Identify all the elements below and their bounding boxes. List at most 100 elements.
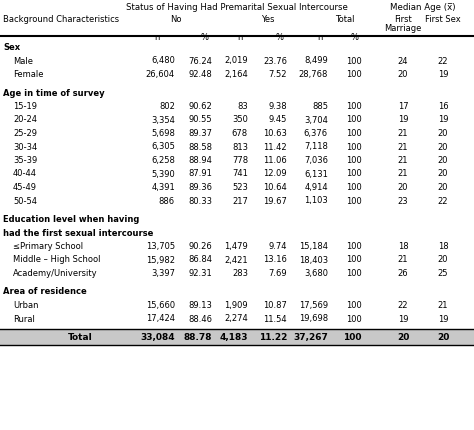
- Text: %: %: [201, 33, 209, 42]
- Text: 21: 21: [398, 129, 408, 138]
- Text: 25: 25: [438, 268, 448, 277]
- Text: 6,376: 6,376: [304, 129, 328, 138]
- Text: 21: 21: [398, 156, 408, 165]
- Text: 20: 20: [437, 332, 449, 341]
- Text: 13.16: 13.16: [263, 255, 287, 264]
- Bar: [0, 329, 474, 345]
- Text: %: %: [351, 33, 359, 42]
- Text: 2,164: 2,164: [224, 70, 248, 79]
- Text: 6,258: 6,258: [151, 156, 175, 165]
- Text: Age in time of survey: Age in time of survey: [3, 88, 105, 97]
- Text: 2,274: 2,274: [224, 314, 248, 323]
- Text: 15-19: 15-19: [13, 102, 37, 111]
- Text: 90.62: 90.62: [188, 102, 212, 111]
- Text: 86.84: 86.84: [188, 255, 212, 264]
- Text: 15,982: 15,982: [146, 255, 175, 264]
- Text: 4,914: 4,914: [304, 183, 328, 191]
- Text: 17: 17: [398, 102, 408, 111]
- Text: 885: 885: [312, 102, 328, 111]
- Text: 89.36: 89.36: [188, 183, 212, 191]
- Text: 20: 20: [438, 142, 448, 151]
- Text: 6,480: 6,480: [151, 56, 175, 65]
- Text: 21: 21: [438, 300, 448, 309]
- Text: n: n: [317, 33, 323, 42]
- Text: 90.26: 90.26: [188, 241, 212, 250]
- Text: 50-54: 50-54: [13, 196, 37, 205]
- Text: 678: 678: [232, 129, 248, 138]
- Text: 22: 22: [398, 300, 408, 309]
- Text: 90.55: 90.55: [188, 115, 212, 124]
- Text: 26: 26: [398, 268, 408, 277]
- Text: 100: 100: [346, 268, 362, 277]
- Text: 13,705: 13,705: [146, 241, 175, 250]
- Text: 20: 20: [438, 156, 448, 165]
- Text: Background Characteristics: Background Characteristics: [3, 15, 119, 24]
- Text: 11.54: 11.54: [264, 314, 287, 323]
- Text: 20: 20: [438, 183, 448, 191]
- Text: 28,768: 28,768: [299, 70, 328, 79]
- Text: 523: 523: [232, 183, 248, 191]
- Text: 100: 100: [346, 314, 362, 323]
- Text: %: %: [276, 33, 284, 42]
- Text: 20: 20: [438, 129, 448, 138]
- Text: 20: 20: [397, 332, 409, 341]
- Text: 802: 802: [159, 102, 175, 111]
- Text: 5,698: 5,698: [151, 129, 175, 138]
- Text: 7.52: 7.52: [268, 70, 287, 79]
- Text: 37,267: 37,267: [293, 332, 328, 341]
- Text: 1,479: 1,479: [224, 241, 248, 250]
- Text: First Sex: First Sex: [425, 15, 461, 24]
- Text: Yes: Yes: [261, 15, 275, 24]
- Text: 10.63: 10.63: [263, 129, 287, 138]
- Text: 92.31: 92.31: [188, 268, 212, 277]
- Text: Median Age (x̅): Median Age (x̅): [390, 3, 456, 12]
- Text: 3,680: 3,680: [304, 268, 328, 277]
- Text: Male: Male: [13, 56, 33, 65]
- Text: 3,704: 3,704: [304, 115, 328, 124]
- Text: 741: 741: [232, 169, 248, 178]
- Text: 7,036: 7,036: [304, 156, 328, 165]
- Text: 3,397: 3,397: [151, 268, 175, 277]
- Text: 19,698: 19,698: [299, 314, 328, 323]
- Text: 45-49: 45-49: [13, 183, 37, 191]
- Text: Education level when having: Education level when having: [3, 215, 139, 224]
- Text: 76.24: 76.24: [188, 56, 212, 65]
- Text: 5,390: 5,390: [151, 169, 175, 178]
- Text: 7,118: 7,118: [304, 142, 328, 151]
- Text: 217: 217: [232, 196, 248, 205]
- Text: had the first sexual intercourse: had the first sexual intercourse: [3, 228, 154, 237]
- Text: 19: 19: [438, 115, 448, 124]
- Text: 16: 16: [438, 102, 448, 111]
- Text: 2,019: 2,019: [224, 56, 248, 65]
- Text: 8,499: 8,499: [304, 56, 328, 65]
- Text: 22: 22: [438, 196, 448, 205]
- Text: 21: 21: [398, 255, 408, 264]
- Text: 886: 886: [159, 196, 175, 205]
- Text: Marriage: Marriage: [384, 24, 422, 33]
- Text: 1,103: 1,103: [304, 196, 328, 205]
- Text: 92.48: 92.48: [188, 70, 212, 79]
- Text: 23: 23: [398, 196, 408, 205]
- Text: 89.37: 89.37: [188, 129, 212, 138]
- Text: Academy/University: Academy/University: [13, 268, 98, 277]
- Text: 11.06: 11.06: [263, 156, 287, 165]
- Text: 24: 24: [398, 56, 408, 65]
- Text: 83: 83: [237, 102, 248, 111]
- Text: 6,305: 6,305: [151, 142, 175, 151]
- Text: 30-34: 30-34: [13, 142, 37, 151]
- Text: ≤Primary School: ≤Primary School: [13, 241, 83, 250]
- Text: 7.69: 7.69: [268, 268, 287, 277]
- Text: 87.91: 87.91: [188, 169, 212, 178]
- Text: Sex: Sex: [3, 43, 20, 52]
- Text: 20: 20: [398, 183, 408, 191]
- Text: 88.78: 88.78: [183, 332, 212, 341]
- Text: Urban: Urban: [13, 300, 38, 309]
- Text: 100: 100: [346, 115, 362, 124]
- Text: 100: 100: [346, 56, 362, 65]
- Text: 26,604: 26,604: [146, 70, 175, 79]
- Text: 100: 100: [346, 169, 362, 178]
- Text: 19: 19: [438, 70, 448, 79]
- Text: n: n: [237, 33, 243, 42]
- Text: 9.38: 9.38: [268, 102, 287, 111]
- Text: 100: 100: [346, 241, 362, 250]
